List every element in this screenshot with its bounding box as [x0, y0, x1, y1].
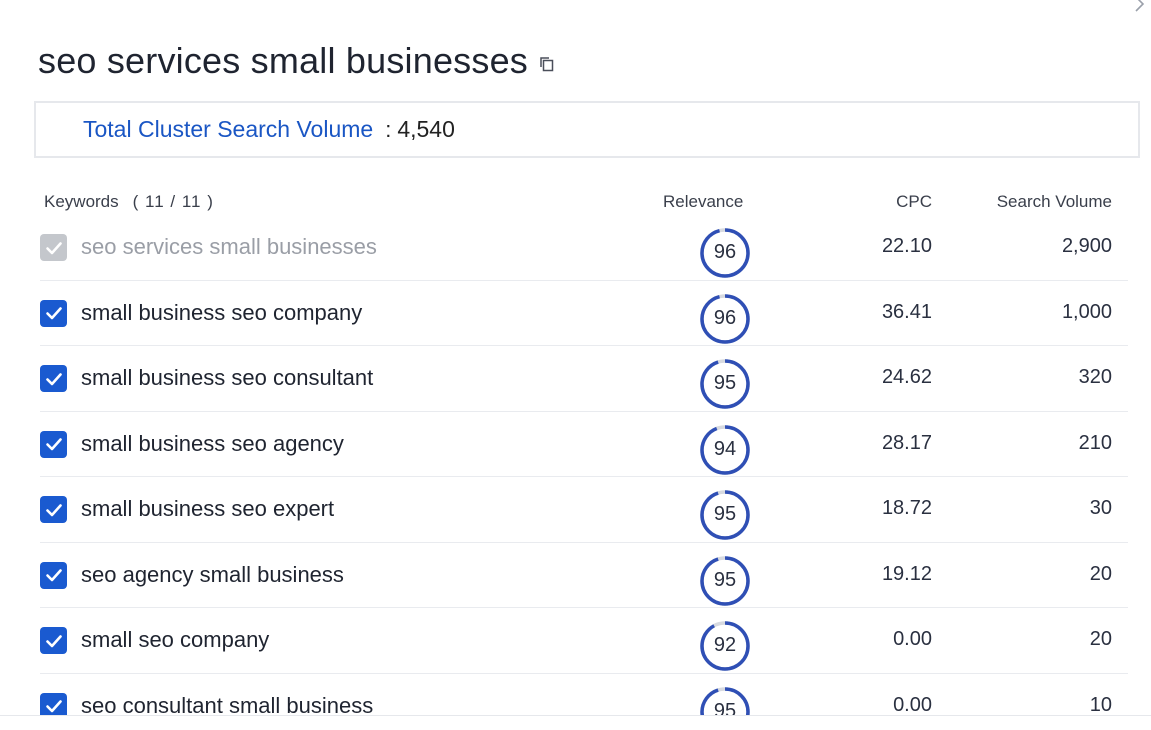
keyword-label: small business seo expert	[81, 496, 335, 521]
keyword-checkbox[interactable]	[40, 430, 67, 458]
row-divider	[40, 279, 1128, 281]
keyword-label: small seo company	[81, 627, 270, 652]
relevance-ring	[700, 621, 750, 671]
relevance-gauge: 96	[697, 291, 753, 347]
column-keywords: Keywords ( 11 / 11 )	[44, 192, 214, 212]
relevance-gauge: 94	[697, 422, 753, 478]
row-divider	[40, 607, 1128, 608]
relevance-ring	[700, 424, 750, 475]
relevance-score: 96	[713, 306, 737, 329]
table-row[interactable]: small business seo agency 94 28.17 210	[0, 412, 1151, 478]
keyword-count: ( 11 / 11 )	[132, 192, 214, 211]
copy-icon[interactable]	[538, 55, 556, 73]
keyword-checkbox	[40, 234, 67, 261]
keyword-checkbox[interactable]	[40, 561, 67, 589]
relevance-ring	[700, 359, 750, 409]
search-volume-value: 1,000	[1061, 300, 1112, 323]
cpc-value: 22.10	[881, 235, 932, 257]
row-divider	[40, 345, 1128, 346]
cpc-value: 36.41	[881, 300, 932, 323]
column-keywords-label: Keywords	[44, 192, 119, 211]
table-row[interactable]: small business seo company 96 36.41 1,000	[0, 281, 1151, 347]
row-divider	[40, 672, 1128, 674]
check-icon	[45, 438, 62, 451]
cpc-value: 0.00	[893, 693, 932, 716]
keyword-checkbox[interactable]	[40, 365, 67, 392]
relevance-gauge: 95	[697, 553, 753, 609]
keyword-label: small business seo company	[81, 299, 363, 325]
cpc-value: 28.17	[881, 431, 932, 454]
cpc-value: 19.12	[881, 562, 932, 585]
relevance-ring	[700, 686, 750, 730]
row-divider	[40, 476, 1128, 477]
relevance-score: 95	[713, 372, 737, 394]
relevance-gauge: 95	[697, 356, 753, 412]
relevance-score: 94	[713, 437, 737, 460]
summary-separator: :	[385, 116, 392, 142]
relevance-ring	[700, 555, 750, 606]
table-row[interactable]: seo services small businesses 96 22.10 2,90…	[0, 215, 1151, 281]
column-relevance[interactable]: Relevance	[663, 192, 744, 211]
keyword-label: seo consultant small business	[81, 692, 374, 718]
chevron-right-icon[interactable]	[1131, 0, 1149, 14]
keyword-label: seo services small businesses	[81, 234, 377, 259]
keyword-checkbox[interactable]	[40, 627, 67, 654]
cluster-summary: Total Cluster Search Volume : 4,540	[34, 101, 1140, 158]
relevance-score: 96	[713, 241, 737, 263]
check-icon	[45, 634, 62, 647]
relevance-score: 95	[713, 568, 737, 591]
keyword-checkbox[interactable]	[40, 496, 67, 523]
relevance-gauge: 96	[697, 225, 753, 281]
check-icon	[45, 307, 62, 320]
title-row: seo services small businesses	[38, 40, 556, 82]
relevance-score: 92	[713, 634, 737, 656]
table-row[interactable]: small business seo consultant 95 24.62 320	[0, 346, 1151, 412]
relevance-ring	[700, 228, 750, 278]
relevance-score: 95	[713, 503, 737, 525]
search-volume-value: 10	[1089, 693, 1112, 716]
total-volume-value: 4,540	[397, 116, 455, 142]
keyword-table: seo services small businesses 96 22.10 2,90…	[0, 215, 1151, 730]
relevance-gauge: 95	[697, 487, 753, 543]
search-volume-value: 20	[1089, 562, 1112, 585]
check-icon	[45, 241, 62, 254]
search-volume-value: 210	[1078, 431, 1112, 454]
table-header: Keywords ( 11 / 11 ) Relevance CPC Search…	[0, 192, 1151, 216]
keyword-checkbox[interactable]	[40, 299, 67, 327]
table-row[interactable]: small business seo expert 95 18.72 30	[0, 477, 1151, 543]
total-volume-label[interactable]: Total Cluster Search Volume	[83, 116, 374, 142]
relevance-ring	[700, 490, 750, 540]
check-icon	[45, 700, 62, 713]
check-icon	[45, 569, 62, 582]
check-icon	[45, 372, 62, 385]
page-title: seo services small businesses	[38, 40, 528, 81]
search-volume-value: 30	[1089, 497, 1112, 519]
keyword-label: small business seo consultant	[81, 365, 374, 390]
row-divider	[40, 410, 1128, 412]
search-volume-value: 2,900	[1061, 235, 1112, 257]
row-divider	[40, 541, 1128, 543]
search-volume-value: 320	[1078, 366, 1112, 388]
keyword-label: seo agency small business	[81, 561, 344, 587]
relevance-ring	[700, 293, 750, 344]
cpc-value: 24.62	[881, 366, 932, 388]
search-volume-value: 20	[1089, 628, 1112, 650]
table-row[interactable]: seo agency small business 95 19.12 20	[0, 543, 1151, 609]
column-cpc[interactable]: CPC	[896, 192, 932, 211]
column-search-volume[interactable]: Search Volume	[996, 192, 1112, 211]
cpc-value: 0.00	[893, 628, 932, 650]
panel-footer	[0, 715, 1151, 730]
relevance-gauge: 92	[697, 618, 753, 674]
check-icon	[45, 503, 62, 516]
keyword-label: small business seo agency	[81, 430, 344, 456]
cpc-value: 18.72	[881, 497, 932, 519]
table-row[interactable]: small seo company 92 0.00 20	[0, 608, 1151, 674]
